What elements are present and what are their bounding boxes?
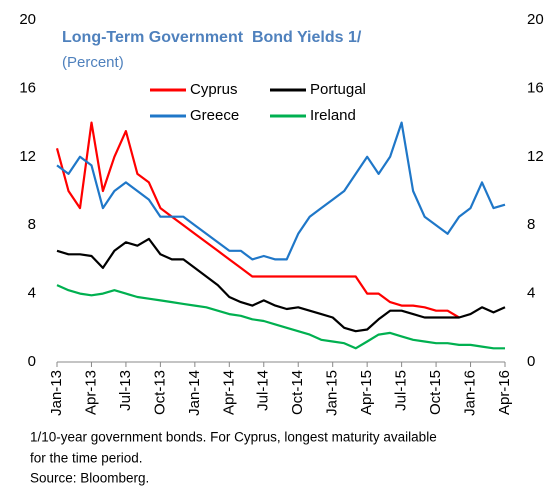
y2-tick-label: 12: [527, 148, 544, 165]
footnote: Source: Bloomberg.: [30, 471, 149, 486]
x-tick-label: Jan-14: [186, 370, 203, 416]
chart-title: Long-Term Government Bond Yields 1/: [62, 29, 362, 46]
series-line: [56, 237, 506, 333]
x-tick-label: Jul-15: [393, 370, 410, 411]
series-line: [55, 121, 460, 319]
x-tick-label: Oct-15: [427, 370, 444, 415]
x-tick-label: Oct-13: [151, 370, 168, 415]
x-tick-label: Oct-14: [289, 370, 306, 415]
x-tick-label: Jul-14: [255, 370, 272, 411]
x-tick-label: Apr-13: [82, 370, 99, 415]
x-tick-label: Apr-15: [358, 370, 375, 415]
x-tick-label: Jan-16: [462, 370, 479, 416]
y2-tick-label: 16: [527, 79, 544, 96]
y-tick-label: 4: [28, 285, 36, 302]
y2-tick-label: 20: [527, 11, 544, 28]
y-tick-label: 12: [19, 148, 36, 165]
legend-label: Ireland: [310, 107, 356, 124]
series-line: [56, 121, 506, 261]
y2-tick-label: 0: [527, 353, 535, 370]
legend-label: Cyprus: [190, 81, 238, 98]
y-tick-label: 20: [19, 11, 36, 28]
x-tick-label: Apr-16: [496, 370, 513, 415]
x-tick-label: Jan-15: [324, 370, 341, 416]
y2-tick-label: 4: [527, 285, 535, 302]
x-tick-label: Apr-14: [220, 370, 237, 415]
series-line: [56, 284, 505, 350]
chart-subtitle: (Percent): [62, 54, 124, 71]
y-tick-label: 8: [28, 216, 36, 233]
legend-label: Greece: [190, 107, 239, 124]
y2-tick-label: 8: [527, 216, 535, 233]
footnote: 1/10-year government bonds. For Cyprus, …: [30, 430, 437, 445]
x-tick-label: Jul-13: [117, 370, 134, 411]
y-tick-label: 0: [28, 353, 36, 370]
x-tick-label: Jan-13: [48, 370, 65, 416]
y-tick-label: 16: [19, 79, 36, 96]
footnote: for the time period.: [30, 451, 143, 466]
legend-label: Portugal: [310, 81, 366, 98]
